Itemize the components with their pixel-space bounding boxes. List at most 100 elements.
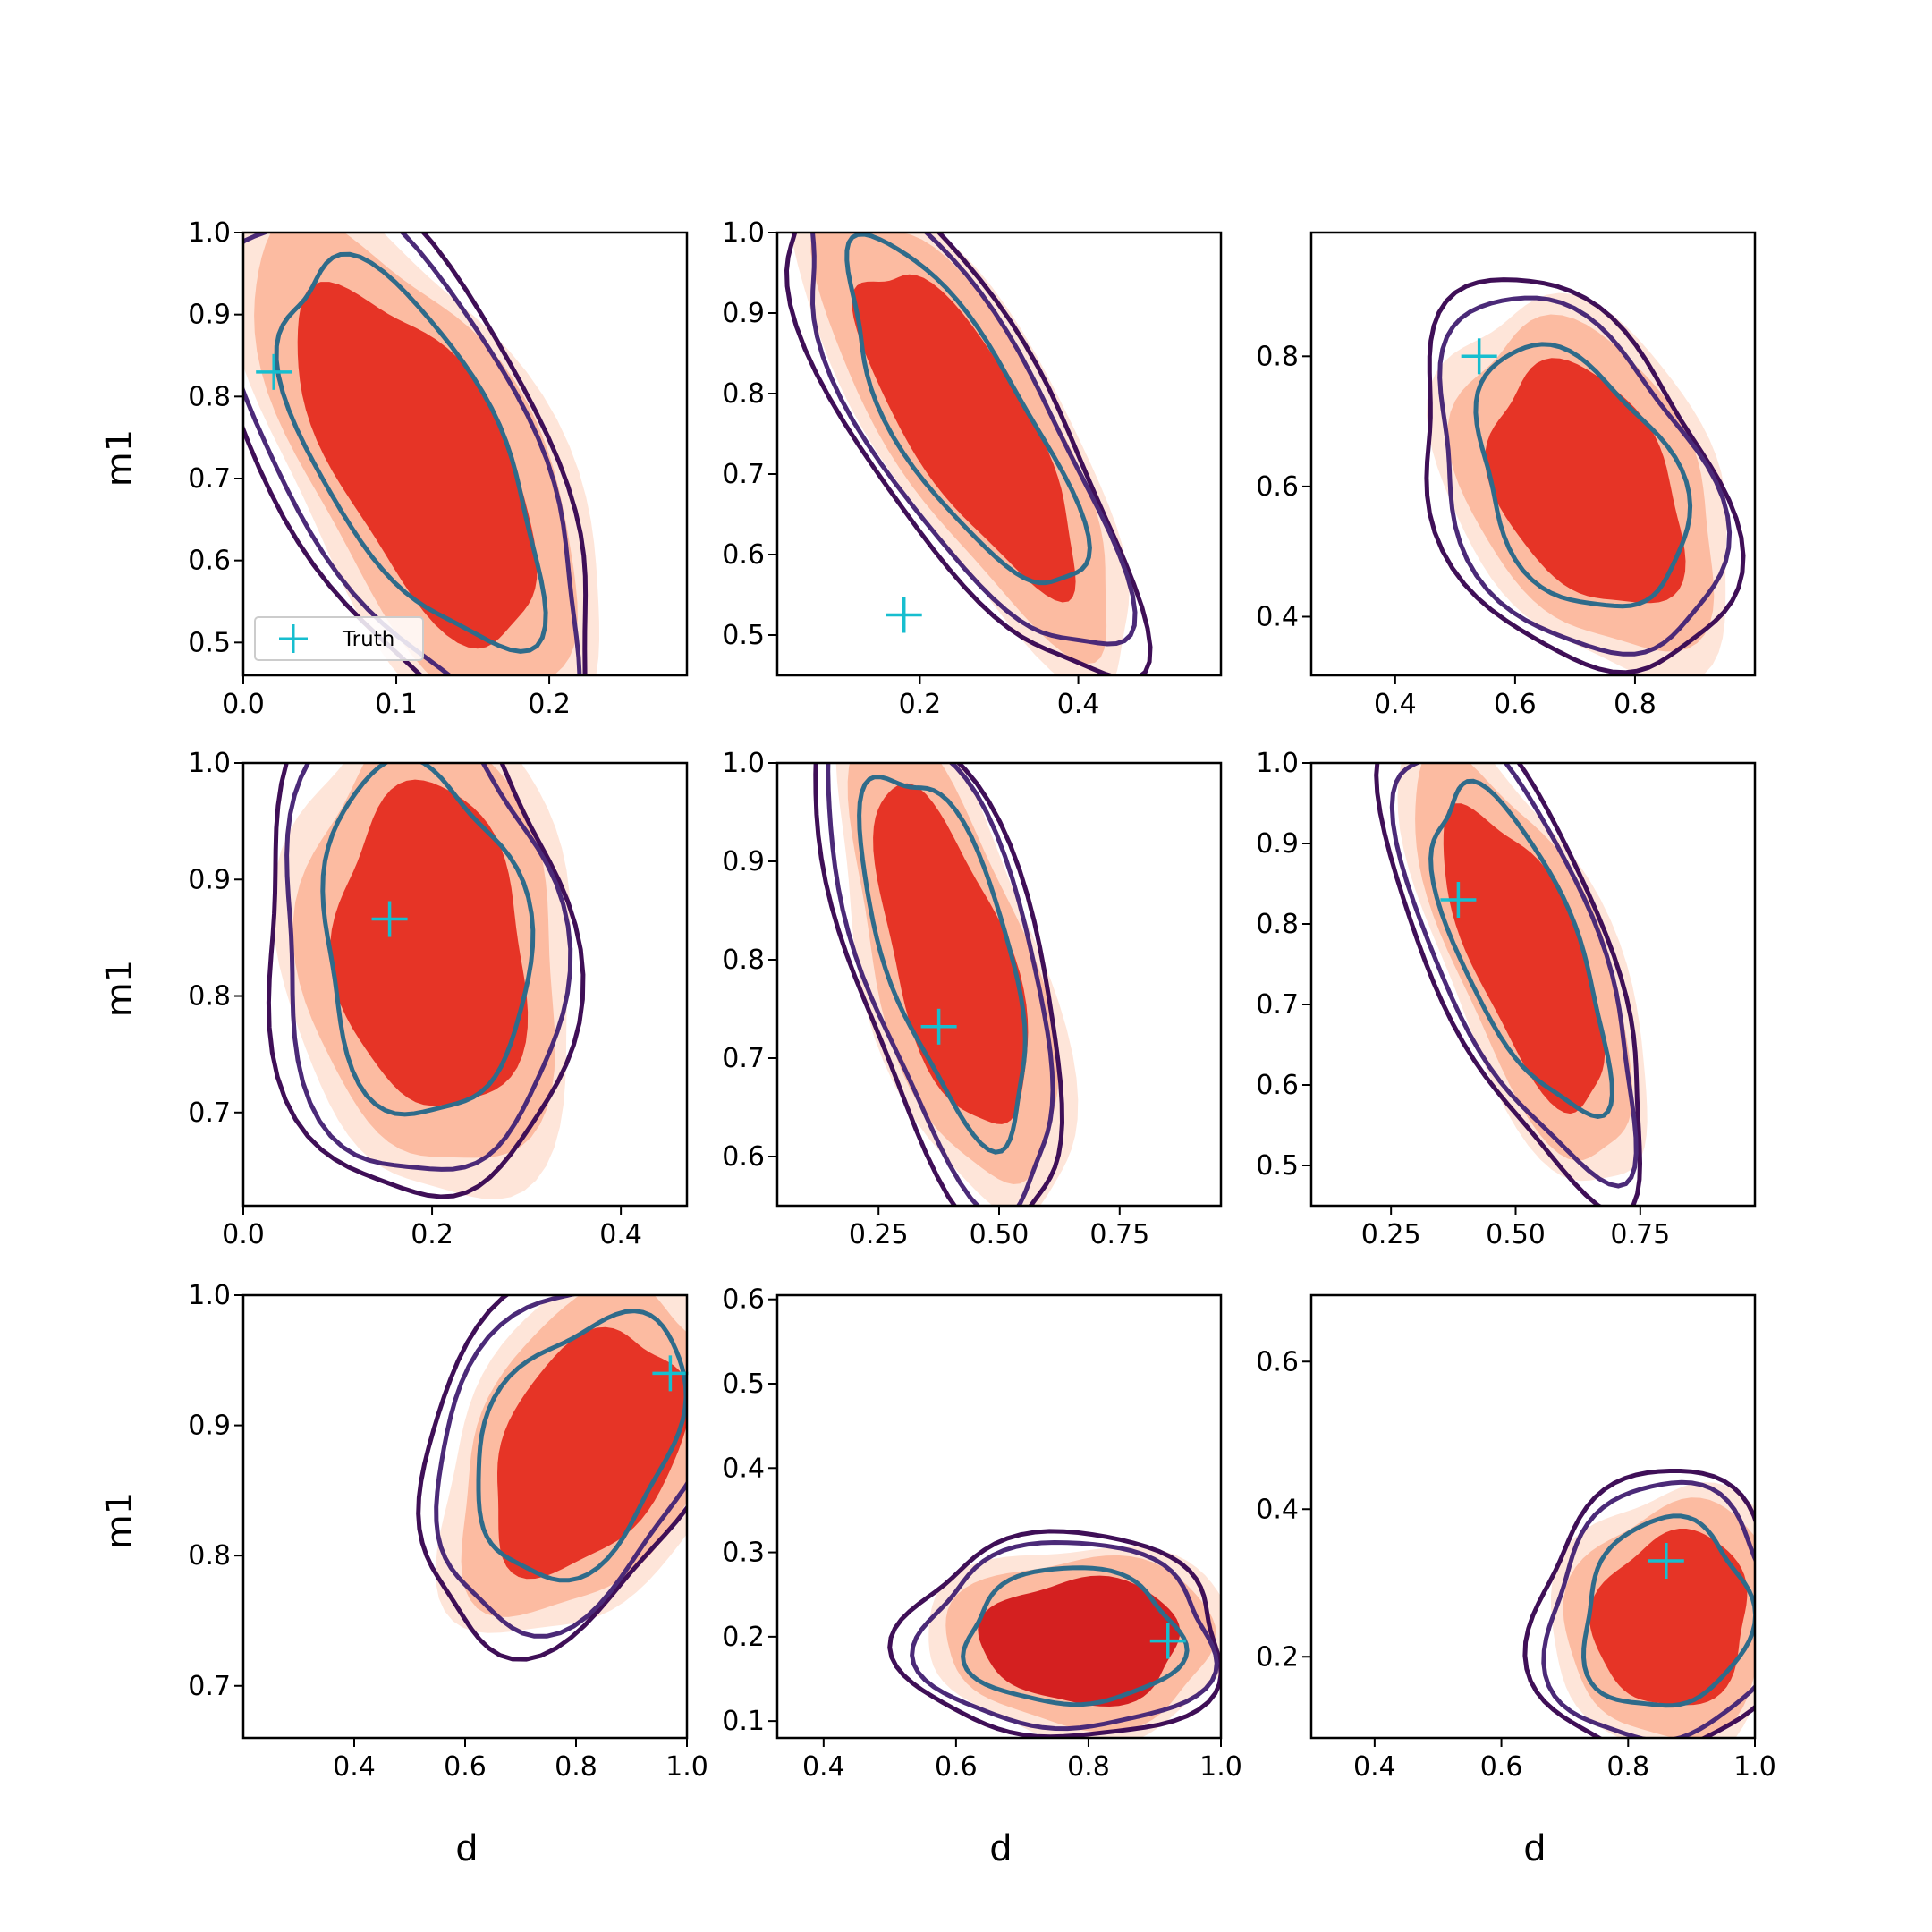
legend-label-truth: Truth: [342, 628, 394, 651]
x-tick-label: 0.4: [599, 1219, 642, 1250]
filled-contour-core: [330, 779, 529, 1106]
y-tick-label: 0.6: [722, 539, 765, 571]
y-tick-label: 0.4: [722, 1453, 765, 1484]
y-tick-label: 0.8: [1256, 341, 1299, 372]
subplot-3: 0.4 0.6 0.8 0.4 0.6 0.8: [1256, 231, 1757, 720]
x-tick-label: 0.2: [411, 1219, 453, 1250]
filled-contour-core: [497, 1326, 687, 1580]
y-tick-label: 0.8: [722, 378, 765, 410]
axes-frame: [242, 761, 689, 1208]
x-tick-label: 0.4: [802, 1751, 845, 1783]
contour-line-outer: [784, 233, 1153, 675]
y-tick-label: 0.6: [722, 1141, 765, 1173]
axes-frame: [242, 231, 689, 677]
y-tick-label: 0.6: [1256, 471, 1299, 503]
x-tick-label: 0.2: [899, 689, 942, 720]
x-tick-label: 0.0: [222, 1219, 265, 1250]
contour-line-outer: [887, 1529, 1221, 1738]
x-tick-label: 0.75: [1089, 1219, 1149, 1250]
legend: Truth: [254, 616, 424, 661]
y-tick-label: 0.5: [1256, 1150, 1299, 1182]
y-axis-label-row-2: m1: [99, 960, 140, 1017]
contour-line-inner: [320, 763, 536, 1117]
contour-line-outer: [1424, 277, 1746, 675]
y-tick-label: 0.7: [1256, 989, 1299, 1021]
x-tick-label: 0.4: [333, 1751, 376, 1783]
x-tick-label: 0.8: [1606, 1751, 1649, 1783]
contour-line-outer: [266, 763, 586, 1199]
subplot-5: 0.25 0.50 0.75 0.6 0.7 0.8 0.9 1.0: [722, 748, 1223, 1250]
filled-contour-core: [852, 274, 1076, 603]
x-tick-label: 0.4: [1353, 1751, 1396, 1783]
subplot-6: 0.25 0.50 0.75 0.5 0.6 0.7 0.8 0.9 1.0: [1256, 748, 1757, 1250]
filled-contour-core: [1485, 358, 1686, 604]
x-axis-label-col-2: d: [989, 1828, 1012, 1869]
y-tick-label: 0.5: [722, 620, 765, 651]
y-tick-label: 0.8: [1256, 909, 1299, 940]
contour-layer: [813, 763, 1079, 1206]
contour-layer: [784, 233, 1153, 675]
y-tick-label: 0.1: [722, 1706, 765, 1737]
contour-line-inner: [476, 1309, 687, 1583]
x-tick-label: 0.2: [528, 689, 571, 720]
x-tick-label: 0.6: [935, 1751, 978, 1783]
axes-frame: [1309, 1293, 1757, 1740]
contour-line-inner: [844, 233, 1092, 586]
y-tick-label: 1.0: [722, 748, 765, 779]
truth-marker: [920, 1008, 957, 1045]
x-tick-label: 0.25: [849, 1219, 909, 1250]
axes-frame: [775, 1293, 1223, 1740]
truth-marker: [371, 901, 408, 937]
x-tick-label: 0.50: [970, 1219, 1030, 1250]
y-tick-label: 0.6: [1256, 1346, 1299, 1377]
x-tick-label: 0.50: [1486, 1219, 1546, 1250]
contour-line-inner: [1428, 778, 1614, 1119]
y-tick-label: 0.4: [1256, 1494, 1299, 1525]
legend-box: [254, 616, 424, 661]
y-tick-label: 0.5: [722, 1368, 765, 1400]
truth-marker: [1461, 338, 1497, 375]
y-tick-label: 0.7: [188, 463, 231, 495]
y-tick-label: 0.8: [188, 381, 231, 412]
x-axis-label-col-3: d: [1523, 1828, 1546, 1869]
y-tick-label: 0.2: [1256, 1641, 1299, 1673]
y-tick-label: 0.8: [722, 945, 765, 976]
contour-layer: [1522, 1469, 1755, 1738]
contour-layer: [416, 1295, 687, 1662]
contour-line-outer: [1374, 763, 1643, 1206]
axes-frame: [1309, 231, 1757, 677]
y-tick-label: 0.7: [188, 1671, 231, 1702]
subplot-2: 0.2 0.4 0.5 0.6 0.7 0.8 0.9 1.0: [722, 217, 1223, 720]
contour-line-inner: [1473, 342, 1693, 609]
y-tick-label: 0.7: [722, 1043, 765, 1074]
filled-contour-core: [297, 282, 538, 649]
contour-line-mid: [434, 1295, 687, 1639]
y-tick-label: 0.9: [722, 846, 765, 877]
contour-line-inner: [857, 775, 1028, 1155]
contour-layer: [266, 763, 586, 1199]
contour-line-mid: [1389, 763, 1639, 1189]
x-tick-label: 0.6: [1494, 689, 1537, 720]
y-tick-label: 0.5: [188, 627, 231, 658]
truth-marker: [886, 597, 922, 633]
y-tick-label: 0.9: [722, 298, 765, 329]
x-tick-label: 1.0: [1733, 1751, 1776, 1783]
y-axis-label-row-1: m1: [99, 429, 140, 487]
y-tick-label: 1.0: [188, 217, 231, 249]
x-tick-label: 0.8: [555, 1751, 597, 1783]
x-tick-label: 0.75: [1610, 1219, 1670, 1250]
x-tick-label: 0.4: [1057, 689, 1100, 720]
contour-line-mid: [910, 1539, 1219, 1732]
filled-contour-core: [978, 1575, 1181, 1707]
x-tick-label: 0.6: [1480, 1751, 1523, 1783]
subplot-9: 0.4 0.6 0.8 1.0 0.2 0.4 0.6: [1256, 1293, 1776, 1783]
y-tick-label: 0.6: [722, 1284, 765, 1316]
y-tick-label: 0.9: [188, 864, 231, 895]
contour-line-inner: [1580, 1513, 1755, 1708]
truth-marker: [652, 1355, 689, 1392]
y-tick-label: 0.9: [188, 300, 231, 331]
contour-layer: [887, 1529, 1221, 1738]
contour-layer: [1374, 763, 1648, 1206]
truth-marker: [1149, 1623, 1186, 1659]
